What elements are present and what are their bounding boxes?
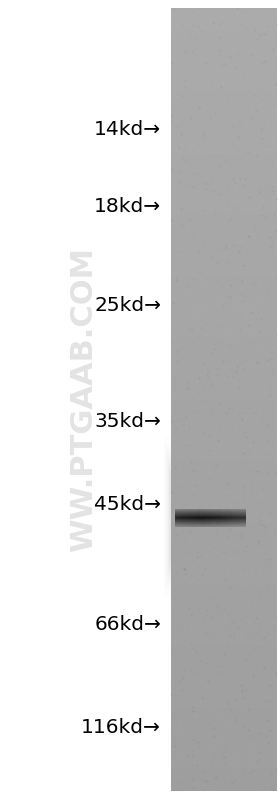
FancyBboxPatch shape xyxy=(173,490,248,546)
FancyBboxPatch shape xyxy=(174,496,247,539)
FancyBboxPatch shape xyxy=(174,493,248,543)
FancyBboxPatch shape xyxy=(172,487,249,549)
Text: 66kd→: 66kd→ xyxy=(94,615,161,634)
Text: 18kd→: 18kd→ xyxy=(94,197,161,216)
Text: 35kd→: 35kd→ xyxy=(94,412,161,431)
Text: 14kd→: 14kd→ xyxy=(94,120,161,139)
Text: 45kd→: 45kd→ xyxy=(94,495,161,515)
Text: 116kd→: 116kd→ xyxy=(81,718,161,737)
Text: WW.PTGAAB.COM: WW.PTGAAB.COM xyxy=(69,247,99,552)
Text: 25kd→: 25kd→ xyxy=(94,296,161,315)
